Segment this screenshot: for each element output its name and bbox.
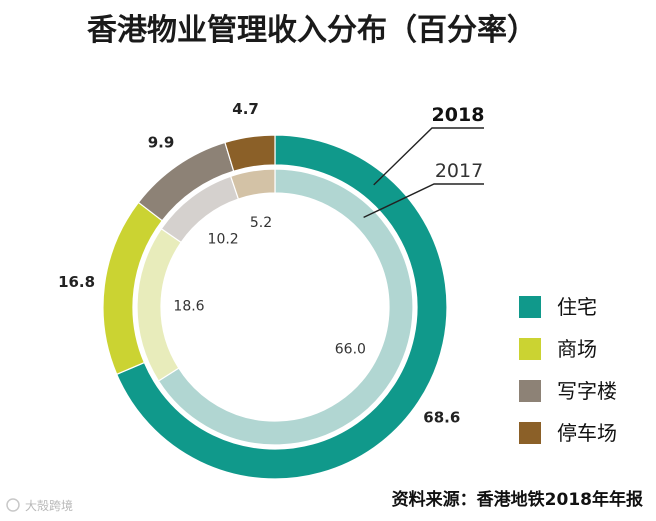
leader-line-2018 [373, 127, 484, 186]
watermark-text: 大殻跨境 [25, 498, 73, 513]
year-label-2018: 2018 [432, 104, 485, 126]
slice-2018-住宅 [115, 134, 448, 480]
watermark-logo-icon [6, 498, 20, 512]
value-label-2017-停车场: 5.2 [250, 215, 272, 231]
legend-label-商场: 商场 [557, 337, 597, 361]
legend-swatch-住宅 [519, 296, 541, 318]
slice-2017-住宅 [157, 168, 414, 446]
slice-2017-停车场 [229, 168, 276, 200]
legend-swatch-写字楼 [519, 380, 541, 402]
watermark: 大殻跨境 [6, 498, 73, 513]
value-label-2017-住宅: 66.0 [335, 341, 366, 357]
value-label-2017-商场: 18.6 [173, 298, 204, 314]
chart-title: 香港物业管理收入分布（百分率） [87, 13, 537, 48]
legend-label-写字楼: 写字楼 [557, 379, 617, 403]
slice-2018-停车场 [224, 134, 276, 172]
value-label-2017-写字楼: 10.2 [208, 231, 239, 247]
year-label-2017: 2017 [435, 160, 483, 182]
value-label-2018-商场: 16.8 [58, 273, 95, 291]
source-note: 资料来源：香港地铁2018年年报 [392, 489, 643, 510]
year-annotations: 2018 2017 [363, 104, 485, 219]
legend-label-停车场: 停车场 [557, 421, 617, 445]
leader-line-2017 [363, 183, 484, 219]
donut-rings [102, 134, 448, 480]
value-labels: 68.6 16.8 9.9 4.7 66.0 18.6 10.2 5.2 [58, 100, 460, 426]
legend-swatch-商场 [519, 338, 541, 360]
value-label-2018-写字楼: 9.9 [148, 134, 175, 152]
value-label-2018-住宅: 68.6 [423, 408, 460, 426]
legend-swatch-停车场 [519, 422, 541, 444]
legend-label-住宅: 住宅 [557, 295, 597, 319]
value-label-2018-停车场: 4.7 [232, 100, 259, 118]
